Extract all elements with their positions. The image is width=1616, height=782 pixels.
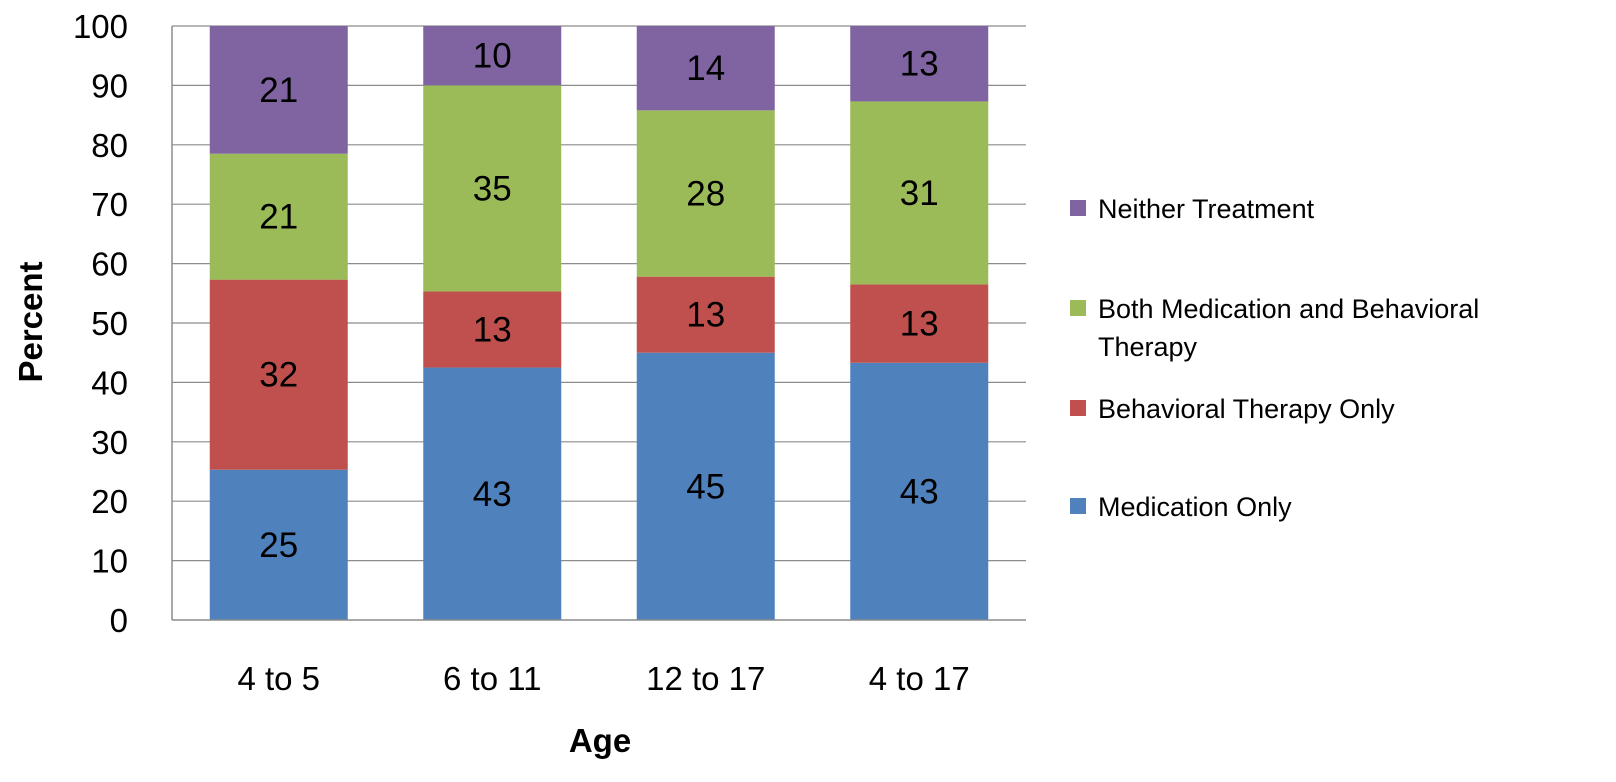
y-tick-label: 20 [91, 483, 128, 520]
bars [209, 26, 989, 620]
data-label: 45 [686, 467, 725, 506]
bar-segment [636, 110, 775, 277]
bar-segment [636, 276, 775, 353]
legend-label: Neither Treatment [1098, 194, 1315, 224]
x-tick-label: 4 to 17 [869, 660, 970, 697]
legend: Neither Treatment Both Medication and Beh… [1070, 194, 1479, 522]
x-tick-label: 12 to 17 [646, 660, 765, 697]
data-label: 13 [473, 311, 512, 350]
bar-segment [636, 26, 775, 111]
bar-segment [850, 101, 989, 285]
y-tick-label: 50 [91, 305, 128, 342]
bar-segment [850, 362, 989, 620]
y-axis-title: Percent [12, 261, 49, 382]
legend-swatch [1070, 400, 1086, 416]
data-label: 21 [259, 71, 298, 110]
data-label: 14 [686, 49, 725, 88]
bar-segment [209, 279, 348, 470]
x-tick-label: 4 to 5 [237, 660, 320, 697]
bar-segment [209, 153, 348, 280]
y-tick-label: 60 [91, 246, 128, 283]
data-label: 43 [473, 475, 512, 514]
legend-label: Behavioral Therapy Only [1098, 394, 1395, 424]
bar-segment [636, 352, 775, 620]
y-tick-label: 40 [91, 364, 128, 401]
data-label: 25 [259, 526, 298, 565]
data-labels: 25 32 21 21 43 13 35 10 45 13 28 14 43 13 31 13 [259, 37, 938, 565]
data-label: 43 [900, 472, 939, 511]
bar-segment [423, 367, 562, 620]
data-label: 35 [473, 169, 512, 208]
data-label: 13 [900, 305, 939, 344]
legend-swatch [1070, 200, 1086, 216]
bar-segment [423, 291, 562, 368]
data-label: 13 [686, 296, 725, 335]
bar-segment [423, 85, 562, 292]
legend-label: Both Medication and Behavioral Therapy [1098, 294, 1479, 362]
x-axis-title: Age [569, 722, 631, 759]
bar-segment [850, 284, 989, 363]
data-label: 13 [900, 45, 939, 84]
legend-swatch [1070, 300, 1086, 316]
y-tick-label: 10 [91, 543, 128, 580]
bar-segment [209, 26, 348, 154]
bar-segment [209, 469, 348, 620]
legend-swatch [1070, 498, 1086, 514]
data-label: 31 [900, 174, 939, 213]
y-tick-label: 30 [91, 424, 128, 461]
y-tick-label: 90 [91, 67, 128, 104]
y-tick-label: 80 [91, 127, 128, 164]
data-label: 21 [259, 198, 298, 237]
y-tick-label: 70 [91, 186, 128, 223]
bar-segment [850, 26, 989, 102]
data-label: 10 [473, 37, 512, 76]
bar-segment [423, 26, 562, 86]
data-label: 32 [259, 356, 298, 395]
data-label: 28 [686, 175, 725, 214]
legend-label: Medication Only [1098, 492, 1292, 522]
x-tick-label: 6 to 11 [443, 660, 541, 697]
axes: 0 10 20 30 40 50 60 70 80 90 100 4 to 5 6 to 11 12 to… [73, 8, 1026, 697]
y-tick-label: 0 [110, 602, 128, 639]
y-tick-label: 100 [73, 8, 128, 45]
